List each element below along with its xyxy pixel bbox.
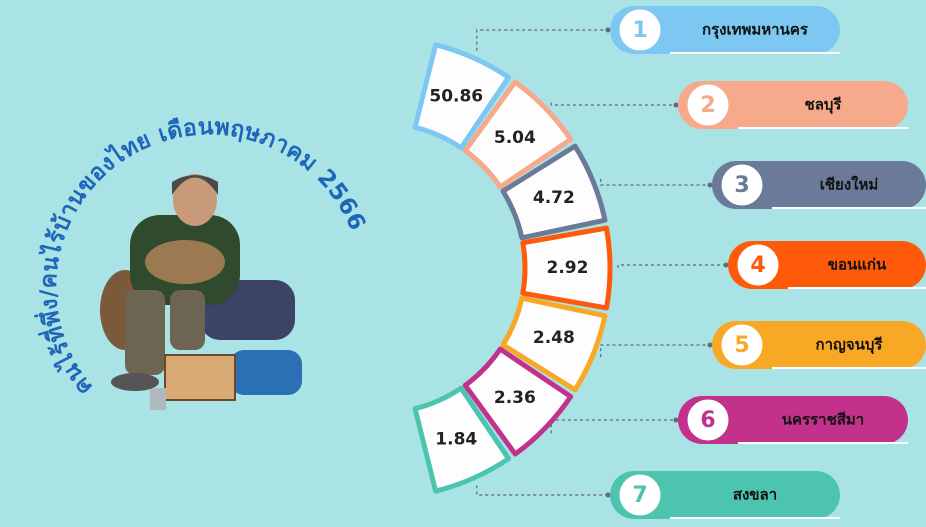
leg <box>170 290 205 350</box>
value-label: 2.36 <box>494 388 536 408</box>
rank: 3 <box>734 173 749 198</box>
value-label: 2.48 <box>533 328 575 348</box>
box <box>165 355 235 400</box>
pill-underline <box>670 52 840 54</box>
value-label: 5.04 <box>494 128 536 148</box>
connector-dot <box>708 183 713 188</box>
connector-dot <box>674 103 679 108</box>
shoe <box>111 373 159 391</box>
value-label: 4.72 <box>533 188 575 208</box>
connector-dot <box>606 493 611 498</box>
value-label: 2.92 <box>547 258 589 278</box>
connector-dot <box>606 28 611 33</box>
connector-dot <box>724 263 729 268</box>
province: สงขลา <box>733 486 777 504</box>
value-label: 50.86 <box>429 87 483 107</box>
pill-underline <box>788 287 926 289</box>
infographic: คนไร้ที่พึ่ง/คนไร้บ้านของไทย เดือนพฤษภาค… <box>0 0 926 527</box>
connector-dot <box>674 418 679 423</box>
pill-underline <box>738 127 908 129</box>
cup <box>150 388 166 410</box>
rank: 2 <box>700 93 715 118</box>
province: ขอนแก่น <box>828 256 887 274</box>
province: เชียงใหม่ <box>820 176 879 194</box>
leg <box>125 290 165 375</box>
pill-underline <box>772 207 926 209</box>
value-label: 1.84 <box>435 429 477 449</box>
rank: 4 <box>750 253 765 278</box>
province: นครราชสีมา <box>782 411 864 429</box>
pill-underline <box>738 442 908 444</box>
province: ชลบุรี <box>805 96 843 115</box>
rank: 6 <box>700 408 715 433</box>
pill-underline <box>670 517 840 519</box>
province: กาญจนบุรี <box>816 336 884 355</box>
pill-underline <box>772 367 926 369</box>
rank: 1 <box>632 18 647 43</box>
sleeping-bag <box>230 350 302 395</box>
connector-dot <box>708 343 713 348</box>
rank: 5 <box>734 333 749 358</box>
province: กรุงเทพมหานคร <box>702 21 809 40</box>
rank: 7 <box>632 483 647 508</box>
page: คนไร้ที่พึ่ง/คนไร้บ้านของไทย เดือนพฤษภาค… <box>0 0 926 527</box>
bedroll <box>145 240 225 284</box>
